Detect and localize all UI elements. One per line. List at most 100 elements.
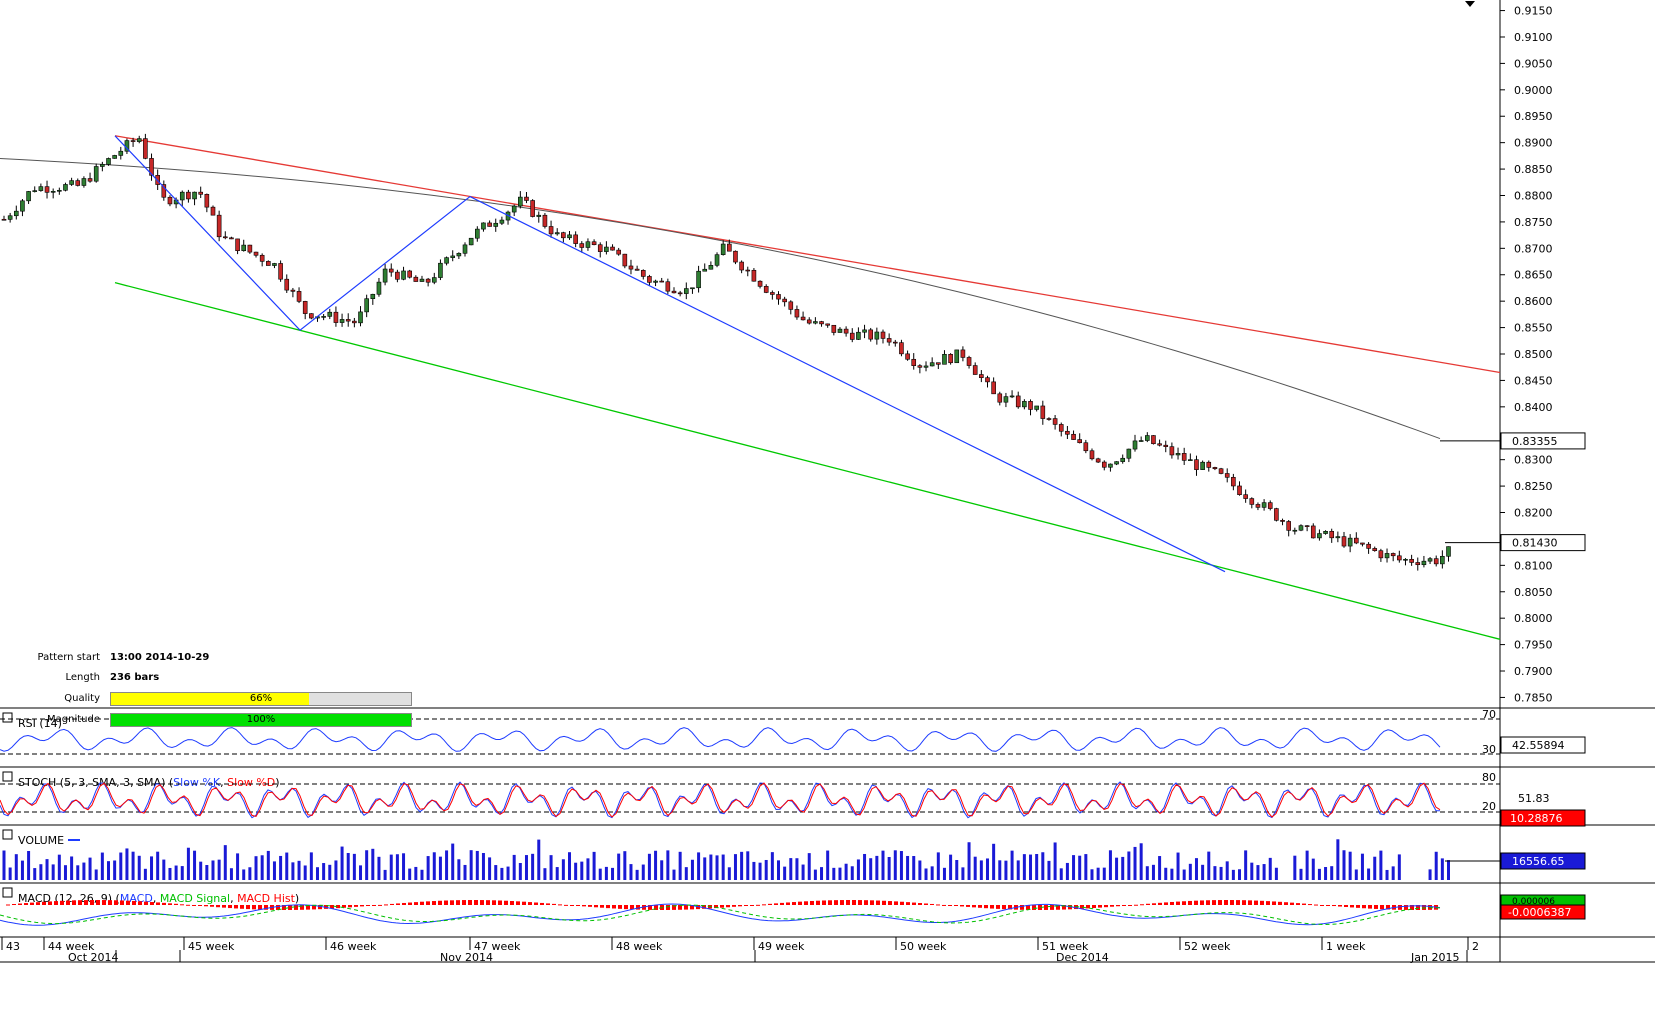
candle-body xyxy=(1360,542,1365,545)
candle-body xyxy=(1329,531,1335,539)
volume-bar xyxy=(758,862,762,880)
candle-body xyxy=(1280,520,1285,522)
macd-hist-bar xyxy=(630,905,634,910)
volume-bar xyxy=(973,856,977,880)
candle-body xyxy=(1440,555,1445,565)
volume-bar xyxy=(475,850,479,880)
macd-hist-bar xyxy=(1086,905,1090,909)
volume-bar xyxy=(63,865,67,880)
macd-hist-bar xyxy=(534,902,538,905)
volume-bar xyxy=(531,853,535,880)
volume-bar xyxy=(414,866,418,880)
volume-bar xyxy=(315,867,319,880)
candle-body xyxy=(899,342,904,355)
macd-hist-bar xyxy=(246,905,250,910)
macd-hist-bar xyxy=(1020,905,1024,910)
candle-body xyxy=(136,138,142,142)
volume-bar xyxy=(1244,850,1248,880)
macd-hist-bar xyxy=(966,905,970,907)
macd-hist-bar xyxy=(126,900,130,905)
price-tick-label: 0.8100 xyxy=(1514,559,1553,572)
macd-hist-bar xyxy=(366,905,370,906)
macd-hist-bar xyxy=(612,905,616,909)
candle-body xyxy=(352,320,357,324)
candle-body xyxy=(1421,560,1427,566)
macd-hist-bar xyxy=(858,900,862,905)
volume-bar xyxy=(936,852,940,880)
candle-body xyxy=(179,191,185,201)
volume-bar xyxy=(365,850,369,880)
panel-toggle-icon xyxy=(2,771,13,782)
volume-bar xyxy=(463,864,467,880)
candle-body xyxy=(198,191,203,195)
panel-toggle-icon xyxy=(2,887,13,898)
candle-body xyxy=(800,316,806,321)
candle-body xyxy=(862,329,867,333)
volume-bar xyxy=(1022,854,1026,880)
macd-hist-bar xyxy=(468,900,472,905)
volume-bar xyxy=(20,860,24,880)
macd-hist-bar xyxy=(918,903,922,905)
volume-bar xyxy=(445,850,449,880)
week-label: 51 week xyxy=(1042,940,1089,953)
volume-bar xyxy=(672,869,676,880)
candle-body xyxy=(579,243,585,248)
macd-hist-bar xyxy=(1146,903,1150,905)
macd-hist-bar xyxy=(114,900,118,905)
macd-hist-bar xyxy=(870,900,874,905)
macd-hist-bar xyxy=(1200,900,1204,905)
volume-bar xyxy=(217,859,221,880)
candle-body xyxy=(604,246,609,252)
candle-body xyxy=(1433,558,1439,565)
candle-body xyxy=(345,319,351,322)
volume-bar xyxy=(647,853,651,880)
candle-body xyxy=(1427,558,1433,562)
macd-hist-bar xyxy=(228,905,232,909)
price-tick-label: 0.7900 xyxy=(1514,665,1553,678)
length-value: 236 bars xyxy=(110,672,160,683)
volume-bar xyxy=(770,852,774,880)
month-label: Dec 2014 xyxy=(1056,951,1109,964)
volume-bar xyxy=(561,859,565,880)
candle-body xyxy=(936,362,941,365)
macd-hist-bar xyxy=(486,900,490,905)
rsi-label: RSI (14) xyxy=(18,717,62,730)
macd-hist-bar xyxy=(600,905,604,908)
candle-body xyxy=(530,200,535,217)
macd-hist-bar xyxy=(1188,900,1192,905)
macd-hist-bar xyxy=(522,901,526,905)
candle-body xyxy=(954,349,960,364)
volume-bar xyxy=(512,854,516,880)
volume-bar xyxy=(998,860,1002,880)
macd-hist-bar xyxy=(1338,905,1342,907)
rsi-line xyxy=(0,727,1441,752)
macd-hist-bar xyxy=(42,901,46,905)
volume-bar xyxy=(1250,862,1254,880)
macd-hist-bar xyxy=(210,905,214,907)
macd-hist-bar xyxy=(828,900,832,905)
volume-bar xyxy=(1207,851,1211,880)
candle-body xyxy=(1378,550,1384,559)
candle-body xyxy=(739,261,744,271)
volume-bar xyxy=(887,857,891,880)
macd-hist-bar xyxy=(1176,901,1180,905)
macd-hist-bar xyxy=(1260,900,1264,905)
candle-body xyxy=(1114,461,1119,465)
price-tick-label: 0.8600 xyxy=(1514,295,1553,308)
macd-hist-bar xyxy=(930,903,934,905)
macd-value-1: 0.000006 xyxy=(1512,897,1555,907)
volume-bar xyxy=(297,860,301,880)
week-label: 50 week xyxy=(900,940,947,953)
macd-hist-bar xyxy=(546,903,550,905)
volume-bar xyxy=(1072,855,1076,880)
volume-bar xyxy=(795,858,799,880)
volume-bar xyxy=(119,852,123,880)
price-tick-label: 0.8300 xyxy=(1514,454,1553,467)
volume-bar xyxy=(303,865,307,880)
volume-bar xyxy=(488,857,492,880)
macd-hist-bar xyxy=(1152,903,1156,905)
macd-hist-bar xyxy=(306,905,310,910)
candle-body xyxy=(1015,395,1021,408)
volume-bar xyxy=(1360,853,1364,880)
